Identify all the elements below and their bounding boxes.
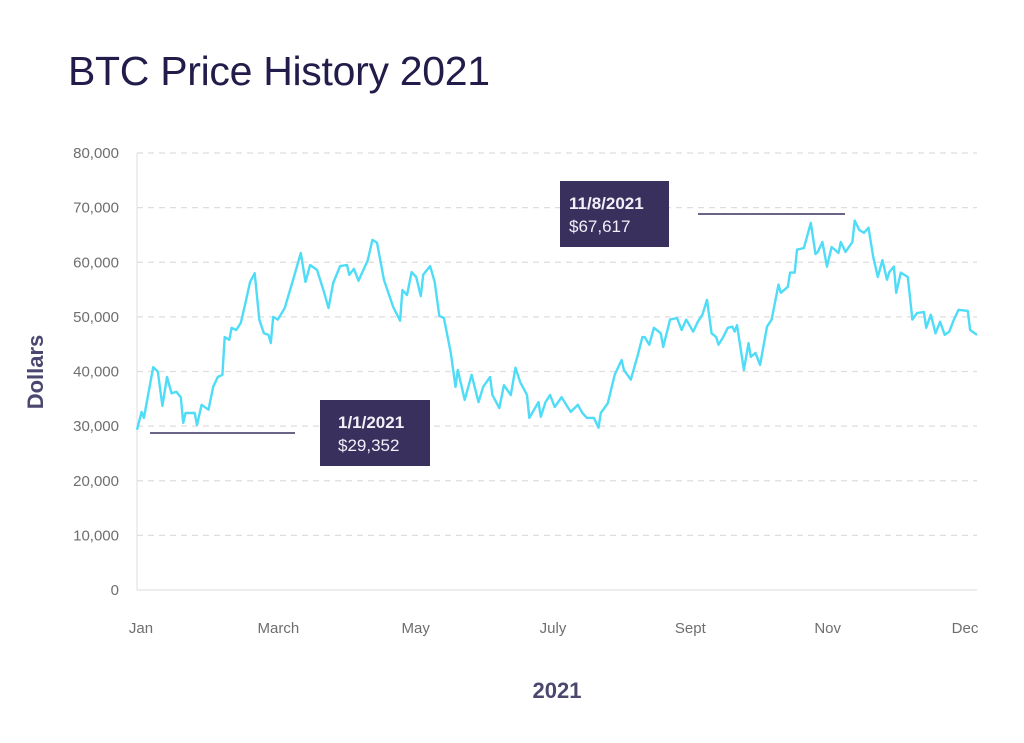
y-tick-label: 40,000: [73, 364, 119, 381]
x-tick-label: March: [257, 620, 299, 637]
x-tick-label: May: [401, 620, 430, 637]
x-axis-label: 2021: [533, 678, 582, 703]
annotation-box-nov: [560, 181, 669, 247]
annotation-box-jan: [320, 400, 430, 466]
x-tick-label: July: [540, 620, 567, 637]
y-tick-label: 20,000: [73, 473, 119, 490]
y-tick-label: 60,000: [73, 254, 119, 271]
annotation-value-nov: $67,617: [569, 217, 630, 236]
data-points: [136, 220, 978, 430]
annotation-value-jan: $29,352: [338, 436, 399, 455]
y-tick-label: 80,000: [73, 145, 119, 162]
y-axis-ticks: 0 10,000 20,000 30,000 40,000 50,000 60,000 70,…: [73, 145, 119, 599]
y-axis-label: Dollars: [23, 335, 48, 410]
y-tick-label: 0: [111, 582, 119, 599]
y-tick-label: 10,000: [73, 527, 119, 544]
series-line-btc-price: [135, 219, 978, 431]
y-tick-label: 30,000: [73, 418, 119, 435]
annotation-date-jan: 1/1/2021: [338, 413, 404, 432]
y-tick-label: 50,000: [73, 309, 119, 326]
x-axis-ticks: Jan March May July Sept Nov Dec: [129, 620, 979, 637]
x-tick-label: Sept: [675, 620, 707, 637]
y-tick-label: 70,000: [73, 200, 119, 217]
gridlines: [136, 152, 977, 591]
chart-title: BTC Price History 2021: [68, 48, 490, 94]
x-tick-label: Nov: [814, 620, 841, 637]
annotation-date-nov: 11/8/2021: [569, 194, 644, 213]
x-tick-label: Dec: [952, 620, 979, 637]
x-tick-label: Jan: [129, 620, 153, 637]
